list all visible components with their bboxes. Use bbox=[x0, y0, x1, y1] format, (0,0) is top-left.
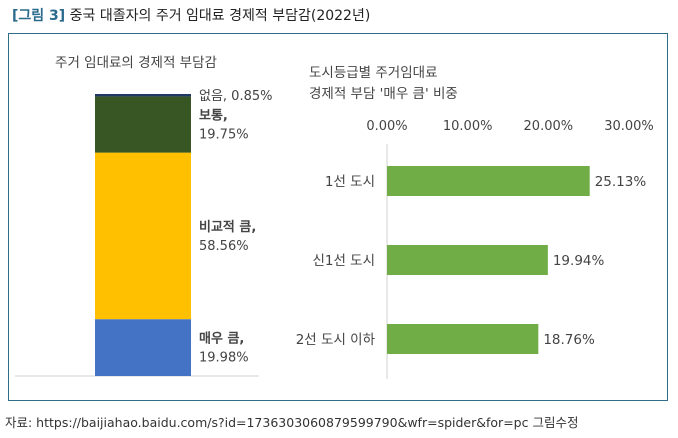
stacked-chart-title: 주거 임대료의 경제적 부담감 bbox=[55, 55, 217, 71]
hbar-bar-0 bbox=[387, 166, 590, 196]
hbar-title-line-2: 경제적 부담 '매우 큼' 비중 bbox=[309, 86, 458, 102]
hbar-value-label-2: 18.76% bbox=[543, 332, 595, 348]
hbar-tick-label-2: 20.00% bbox=[524, 119, 574, 134]
charts-svg: 주거 임대료의 경제적 부담감 매우 큼, 19.98% 비교적 큼, 58.56% 보… bbox=[15, 55, 654, 379]
figure-tag: [그림 3] bbox=[12, 8, 66, 24]
stack-segment-3 bbox=[95, 94, 191, 97]
hbar-bar-1 bbox=[387, 245, 548, 275]
figure-title: [그림 3] 중국 대졸자의 주거 임대료 경제적 부담감(2022년) bbox=[12, 5, 370, 25]
stack-segment-2 bbox=[95, 96, 191, 153]
hbar-category-label-2: 2선 도시 이하 bbox=[296, 332, 376, 348]
hbar-title-line-1: 도시등급별 주거임대료 bbox=[309, 65, 438, 81]
stack-segment-0-value-label: 19.98% bbox=[199, 351, 249, 366]
stack-segment-1 bbox=[95, 152, 191, 320]
stack-segment-3-label: 없음, 0.85% bbox=[199, 89, 272, 104]
hbar-tick-label-0: 0.00% bbox=[366, 119, 407, 134]
horizontal-bar-chart: 도시등급별 주거임대료 경제적 부담 '매우 큼' 비중 0.00% 10.00%… bbox=[296, 65, 654, 379]
hbar-category-label-0: 1선 도시 bbox=[325, 174, 375, 190]
figure-title-text: 중국 대졸자의 주거 임대료 경제적 부담감(2022년) bbox=[69, 8, 371, 24]
stack-segment-1-name-label: 비교적 큼, bbox=[199, 219, 256, 235]
hbar-tick-label-1: 10.00% bbox=[443, 119, 493, 134]
stack-segment-2-name-label: 보통, bbox=[199, 109, 228, 124]
hbar-value-label-1: 19.94% bbox=[553, 253, 605, 269]
figure-frame: 주거 임대료의 경제적 부담감 매우 큼, 19.98% 비교적 큼, 58.56% 보… bbox=[8, 33, 668, 401]
stack-segment-2-value-label: 19.75% bbox=[199, 128, 249, 143]
stack-segment-0-name-label: 매우 큼, bbox=[199, 332, 244, 347]
stack-segment-0 bbox=[95, 319, 191, 376]
stacked-chart: 주거 임대료의 경제적 부담감 매우 큼, 19.98% 비교적 큼, 58.56% 보… bbox=[15, 55, 272, 377]
hbar-tick-label-3: 30.00% bbox=[604, 119, 654, 134]
hbar-category-label-1: 신1선 도시 bbox=[312, 253, 375, 269]
hbar-value-label-0: 25.13% bbox=[595, 174, 647, 190]
stack-segment-1-value-label: 58.56% bbox=[199, 239, 249, 254]
source-note: 자료: https://baijiahao.baidu.com/s?id=173… bbox=[5, 415, 579, 430]
hbar-bar-2 bbox=[387, 324, 539, 354]
